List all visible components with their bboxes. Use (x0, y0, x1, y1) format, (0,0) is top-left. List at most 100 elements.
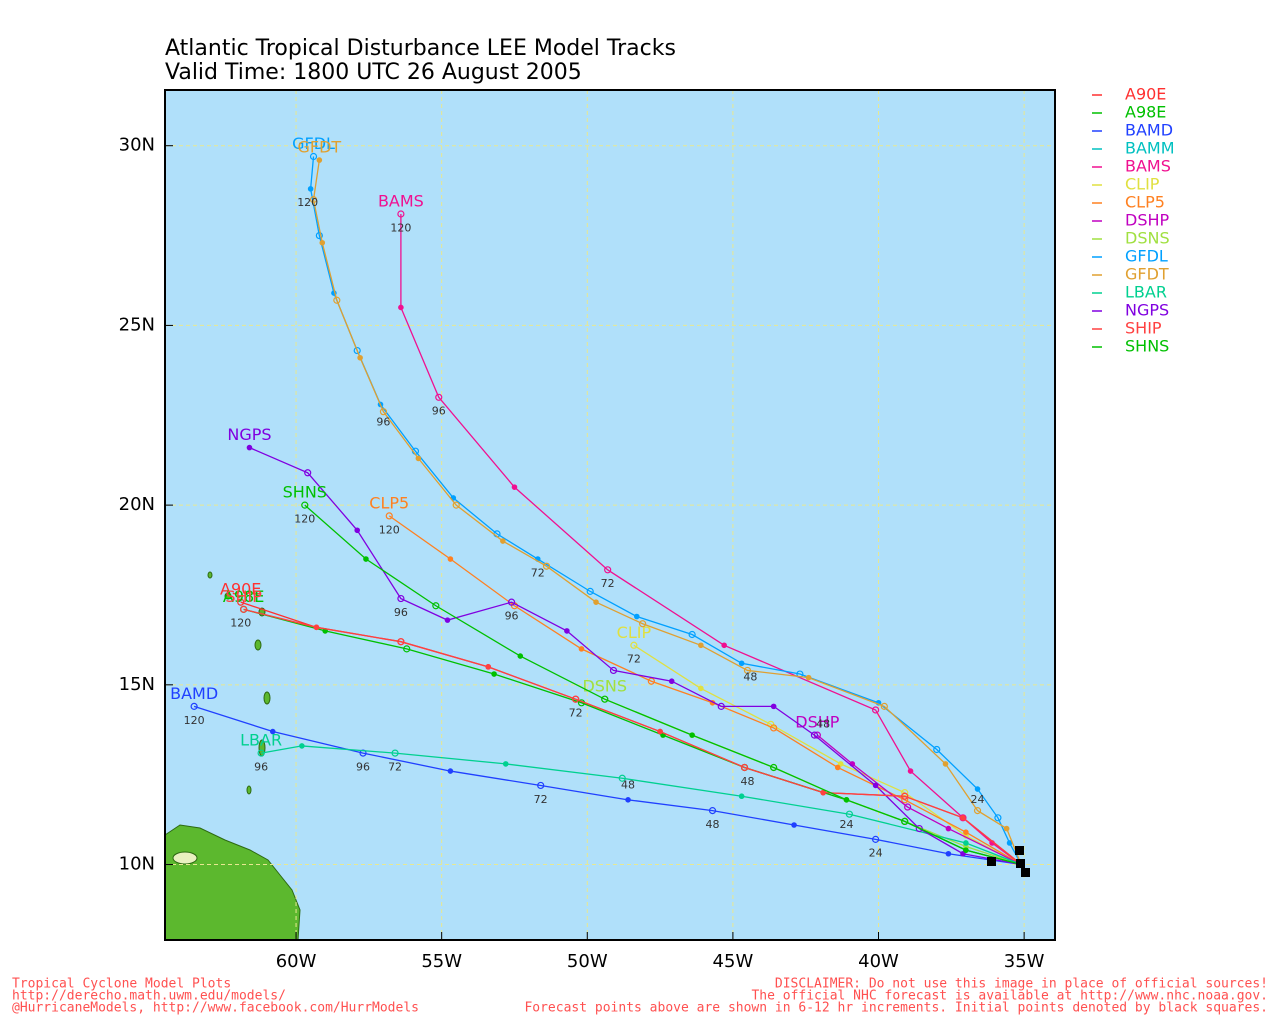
track-point (444, 617, 451, 623)
track-line (249, 447, 1022, 866)
legend-label: GFDT (1125, 265, 1169, 284)
footer-right: The official NHC forecast is available a… (751, 989, 1268, 1004)
hour-label: 72 (627, 653, 641, 666)
track-point (698, 685, 704, 692)
track-point (657, 728, 663, 735)
hour-label: 24 (839, 818, 853, 831)
x-tick-label: 35W (1004, 951, 1045, 972)
track-point (740, 763, 749, 772)
track-point (837, 761, 844, 767)
track-point (447, 768, 454, 774)
track-point (307, 186, 314, 192)
hour-label: 96 (254, 760, 268, 773)
legend-label: NGPS (1125, 301, 1169, 320)
track-point (942, 761, 949, 767)
track-point (511, 484, 518, 490)
track-point (843, 797, 850, 803)
track-point (618, 774, 626, 782)
y-tick-label: 25N (119, 314, 155, 335)
track-name: BAMD (170, 684, 218, 703)
hour-label: 120 (184, 714, 205, 727)
track-point (820, 789, 826, 796)
track-point (397, 638, 405, 646)
track-point (708, 807, 717, 815)
track-point (625, 797, 631, 803)
track-point (601, 695, 609, 703)
track-point (698, 642, 704, 649)
track-point (872, 782, 879, 789)
track-point (904, 803, 912, 811)
track-point (872, 835, 880, 843)
track-point (502, 761, 509, 767)
track-point (668, 678, 675, 685)
track-point (435, 393, 443, 401)
track-point (319, 239, 326, 246)
track-line (312, 159, 1022, 865)
track-point (578, 646, 585, 652)
track-point (586, 587, 594, 595)
track-point (639, 620, 647, 628)
track-point (517, 653, 524, 659)
track-point (415, 455, 422, 462)
legend-label: CLIP (1125, 175, 1160, 194)
track-point (609, 666, 618, 675)
track-point (721, 642, 727, 649)
track-point (240, 605, 248, 613)
highland (172, 851, 198, 865)
legend-label: SHNS (1125, 337, 1169, 356)
chart-title: Atlantic Tropical Disturbance LEE Model … (165, 36, 676, 61)
island (254, 639, 262, 651)
track-point (257, 749, 265, 757)
hour-label: 96 (394, 606, 408, 619)
track-point (315, 231, 323, 240)
track-point (647, 677, 655, 685)
track-name: GFDT (298, 138, 342, 157)
legend-label: LBAR (1125, 283, 1167, 302)
track-point (432, 602, 440, 610)
legend-label: A90E (1125, 85, 1166, 104)
track-point (1003, 825, 1010, 832)
track-point (960, 850, 966, 857)
track-point (770, 724, 778, 732)
initial-square (1015, 846, 1024, 855)
track-point (973, 807, 982, 815)
hour-label: 48 (816, 717, 830, 730)
initial-square (987, 857, 996, 866)
track-name: CLP5 (369, 493, 409, 512)
footer-right: Forecast points above are shown in 6-12 … (524, 1001, 1268, 1016)
track-point (354, 527, 361, 534)
hour-label: 72 (388, 760, 402, 773)
legend-label: SHIP (1125, 319, 1162, 338)
x-tick-label: 55W (421, 951, 462, 972)
track-point (593, 599, 599, 605)
hour-label: 120 (379, 523, 400, 536)
track-point (447, 556, 454, 562)
track-point (738, 660, 745, 667)
track-point (945, 850, 952, 857)
legend-label: BAMS (1125, 157, 1171, 176)
hour-label: 48 (621, 778, 635, 791)
track-point (791, 822, 797, 828)
track-name: DSHP (795, 713, 840, 732)
track-line (816, 734, 1022, 866)
chart-subtitle: Valid Time: 1800 UTC 26 August 2005 (165, 60, 582, 85)
track-point (491, 671, 497, 677)
track-point (403, 645, 411, 653)
hour-label: 72 (534, 793, 548, 806)
y-tick-label: 10N (119, 854, 155, 875)
track-point (397, 594, 405, 603)
track-name: BAMS (378, 191, 424, 210)
legend-label: BAMM (1125, 139, 1175, 158)
track-point (500, 538, 506, 544)
y-tick-label: 30N (119, 135, 155, 156)
track-point (915, 824, 923, 833)
footer-left: http://derecho.math.uwm.edu/models/ (12, 989, 286, 1004)
x-tick-label: 45W (713, 951, 754, 972)
hour-label: 24 (971, 793, 985, 806)
track-point (880, 702, 888, 710)
track-point (633, 613, 640, 620)
hour-label: 24 (869, 847, 883, 860)
track-point (963, 840, 969, 846)
